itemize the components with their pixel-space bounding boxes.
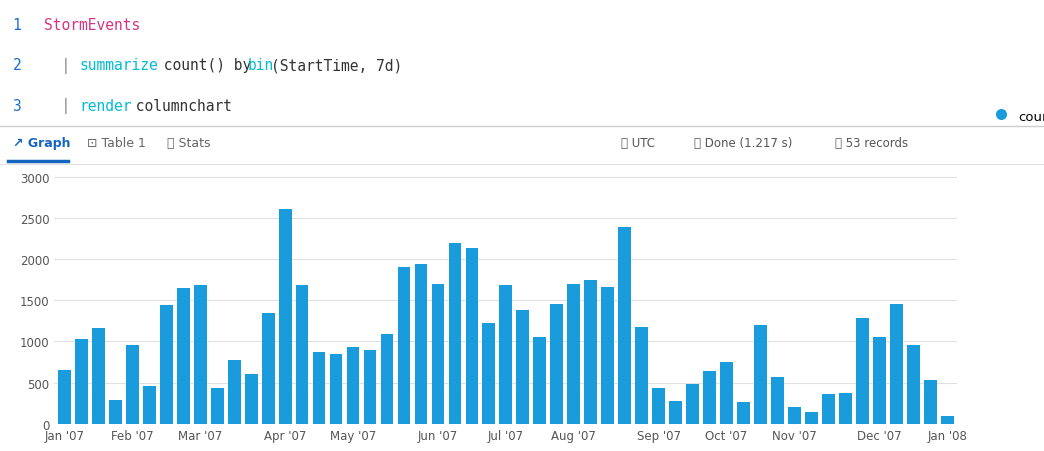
Bar: [449, 243, 461, 424]
Bar: [109, 400, 122, 424]
Bar: [686, 384, 698, 424]
Bar: [772, 377, 784, 424]
Bar: [737, 403, 750, 424]
Bar: [907, 345, 920, 424]
Bar: [941, 417, 953, 424]
Bar: [924, 380, 936, 424]
Bar: [720, 362, 733, 424]
Bar: [176, 288, 190, 424]
Bar: [381, 334, 394, 424]
Bar: [414, 264, 427, 424]
Text: bin: bin: [247, 58, 274, 73]
Text: columnchart: columnchart: [127, 99, 233, 114]
Bar: [313, 352, 326, 424]
Bar: [805, 412, 817, 424]
Bar: [398, 268, 410, 424]
Bar: [601, 287, 614, 424]
Bar: [194, 285, 207, 424]
Bar: [211, 389, 223, 424]
Bar: [92, 329, 104, 424]
Bar: [482, 324, 495, 424]
Bar: [618, 227, 631, 424]
Bar: [788, 408, 801, 424]
Bar: [517, 310, 529, 424]
Bar: [856, 318, 869, 424]
Bar: [245, 374, 258, 424]
Bar: [363, 350, 377, 424]
Text: summarize: summarize: [79, 58, 158, 73]
Bar: [295, 286, 308, 424]
Text: (StartTime, 7d): (StartTime, 7d): [271, 58, 403, 73]
Text: |: |: [44, 98, 79, 114]
Bar: [669, 401, 682, 424]
Bar: [704, 371, 716, 424]
Bar: [499, 286, 513, 424]
Bar: [126, 345, 139, 424]
Bar: [635, 328, 648, 424]
Bar: [279, 209, 291, 424]
Bar: [873, 337, 885, 424]
Bar: [58, 370, 71, 424]
Text: ⏱ UTC: ⏱ UTC: [621, 137, 656, 150]
Bar: [431, 284, 445, 424]
Bar: [754, 325, 766, 424]
Bar: [839, 393, 852, 424]
Bar: [75, 339, 88, 424]
Bar: [160, 306, 172, 424]
Text: |: |: [44, 58, 79, 74]
Bar: [822, 394, 835, 424]
Bar: [330, 354, 342, 424]
Text: 1: 1: [13, 18, 21, 33]
Text: 🔢 53 records: 🔢 53 records: [835, 137, 908, 150]
Bar: [262, 313, 275, 424]
Text: render: render: [79, 99, 132, 114]
Bar: [889, 304, 903, 424]
Text: ⓞ Stats: ⓞ Stats: [167, 137, 211, 150]
Text: 2: 2: [13, 58, 21, 73]
Bar: [550, 304, 563, 424]
Text: ✅ Done (1.217 s): ✅ Done (1.217 s): [694, 137, 792, 150]
Bar: [567, 284, 580, 424]
Legend: count_: count_: [982, 104, 1044, 128]
Bar: [466, 249, 478, 424]
Bar: [585, 280, 597, 424]
Bar: [652, 389, 665, 424]
Text: count() by: count() by: [155, 58, 260, 73]
Text: ↗ Graph: ↗ Graph: [13, 137, 70, 150]
Bar: [228, 361, 240, 424]
Text: ⊡ Table 1: ⊡ Table 1: [87, 137, 145, 150]
Bar: [533, 337, 546, 424]
Text: StormEvents: StormEvents: [44, 18, 140, 33]
Bar: [347, 348, 359, 424]
Text: 3: 3: [13, 99, 21, 114]
Bar: [143, 386, 156, 424]
